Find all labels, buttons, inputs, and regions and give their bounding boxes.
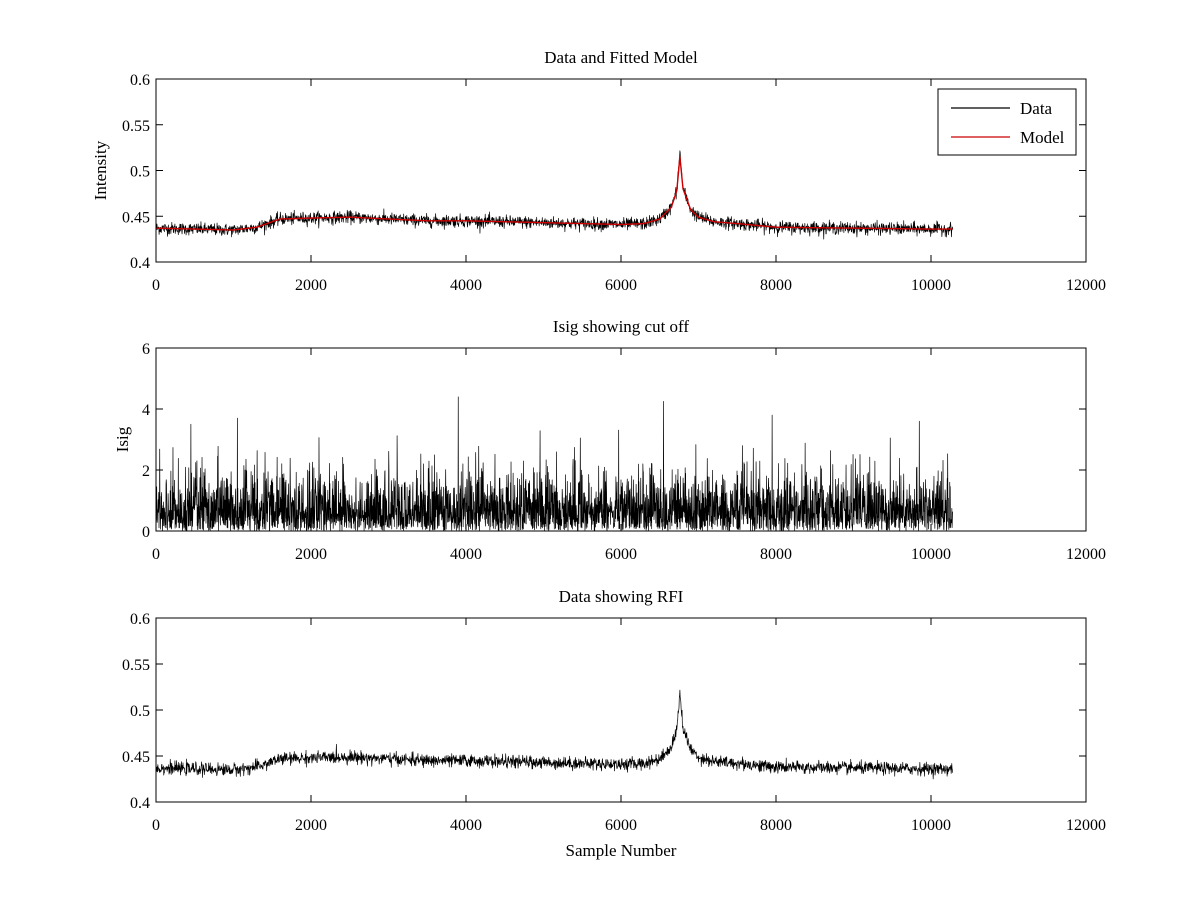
x-tick-label: 12000 [1066, 277, 1106, 294]
x-tick-label: 12000 [1066, 817, 1106, 834]
plot-title: Isig showing cut off [553, 317, 689, 336]
y-tick-label: 0.45 [122, 209, 150, 226]
y-tick-label: 0.45 [122, 749, 150, 766]
y-tick-label: 0.55 [122, 657, 150, 674]
y-tick-label: 6 [142, 341, 150, 358]
plot-title: Data and Fitted Model [544, 48, 698, 67]
y-tick-label: 0.6 [130, 72, 150, 89]
series-isig-line [156, 396, 953, 531]
y-tick-label: 4 [142, 402, 150, 419]
y-tick-label: 0.55 [122, 118, 150, 135]
x-tick-label: 2000 [295, 817, 327, 834]
plot-title: Data showing RFI [559, 587, 684, 606]
plot-area [156, 150, 954, 240]
plot-area [156, 689, 954, 780]
x-tick-label: 0 [152, 546, 160, 563]
x-tick-label: 0 [152, 277, 160, 294]
series-data-line [156, 150, 954, 240]
x-tick-label: 6000 [605, 817, 637, 834]
series-data-line [156, 689, 954, 780]
legend-label-model: Model [1020, 128, 1065, 147]
y-tick-label: 0.6 [130, 611, 150, 628]
x-tick-label: 6000 [605, 277, 637, 294]
subplot-3: 0 2000 4000 6000 8000 10000 12000 0.4 0.45 0.5 0.5… [122, 587, 1106, 860]
x-tick-label: 4000 [450, 277, 482, 294]
y-tick-label: 0.5 [130, 164, 150, 181]
x-tick-label: 8000 [760, 546, 792, 563]
y-axis-label: Intensity [91, 140, 110, 200]
y-tick-label: 0.4 [130, 255, 150, 272]
y-axis-label: Isig [113, 426, 132, 452]
series-model-line [156, 156, 953, 231]
x-tick-label: 10000 [911, 817, 951, 834]
y-tick-label: 0.4 [130, 795, 150, 812]
x-tick-label: 2000 [295, 277, 327, 294]
subplot-1: 0 2000 4000 6000 8000 10000 12000 0.4 0.45 0.5 0.5… [91, 48, 1106, 294]
y-tick-label: 2 [142, 463, 150, 480]
x-tick-label: 6000 [605, 546, 637, 563]
x-tick-label: 12000 [1066, 546, 1106, 563]
x-tick-label: 10000 [911, 277, 951, 294]
axes-frame [155, 617, 1087, 803]
subplot-2: 0 2000 4000 6000 8000 10000 12000 0 2 4 6 Isig show… [113, 317, 1106, 563]
x-tick-label: 10000 [911, 546, 951, 563]
plot-area [156, 396, 953, 531]
y-tick-label: 0.5 [130, 703, 150, 720]
y-tick-label: 0 [142, 524, 150, 541]
x-tick-label: 4000 [450, 817, 482, 834]
x-tick-label: 8000 [760, 277, 792, 294]
x-axis-label: Sample Number [566, 841, 677, 860]
legend: Data Model [937, 88, 1077, 156]
x-tick-label: 0 [152, 817, 160, 834]
legend-label-data: Data [1020, 99, 1053, 118]
x-tick-label: 4000 [450, 546, 482, 563]
x-tick-label: 8000 [760, 817, 792, 834]
x-tick-label: 2000 [295, 546, 327, 563]
